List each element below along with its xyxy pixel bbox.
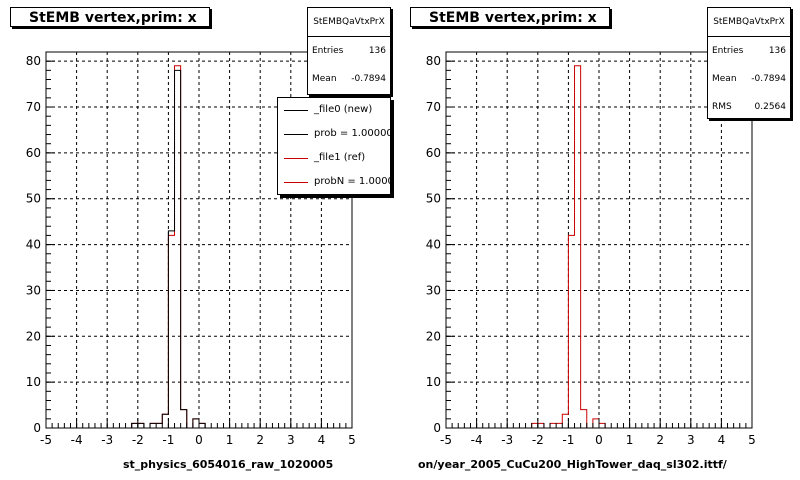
x-tick-label: 5 [748,433,756,447]
legend-label-file1: _file1 (ref) [314,152,366,163]
y-tick-label: 30 [426,283,441,297]
legend-entry-file1: _file1 (ref) [278,146,390,170]
left-stats-entries-value: 136 [368,46,386,56]
left-stats-box: StEMBQaVtxPrX Entries 136 Mean -0.7894 [307,7,391,95]
x-tick-label: 1 [226,433,234,447]
y-tick-label: 60 [26,146,41,160]
right-plot-title: StEMB vertex,prim: x [410,7,610,27]
y-tick-label: 20 [26,329,41,343]
legend-entry-file0: _file0 (new) [278,98,390,122]
left-plot-title: StEMB vertex,prim: x [10,7,210,27]
left-stats-mean: Mean -0.7894 [308,65,390,93]
right-stats-name: StEMBQaVtxPrX [708,8,790,37]
x-tick-label: -1 [562,433,574,447]
left-legend: _file0 (new) prob = 1.000000 _file1 (ref… [277,97,391,195]
left-x-axis-label: st_physics_6054016_raw_1020005 [123,458,334,471]
y-tick-label: 40 [426,238,441,252]
x-tick-label: -4 [471,433,483,447]
y-tick-label: 40 [26,238,41,252]
right-stats-mean-value: -0.7894 [751,74,786,84]
legend-swatch-file1 [284,158,308,159]
x-tick-label: 3 [687,433,695,447]
right-stats-rms-value: 0.2564 [754,102,787,112]
y-tick-label: 60 [426,146,441,160]
y-tick-label: 70 [426,100,441,114]
left-stats-name: StEMBQaVtxPrX [308,8,390,37]
x-tick-label: -2 [532,433,544,447]
x-tick-label: -2 [132,433,144,447]
right-x-axis-label: on/year_2005_CuCu200_HighTower_daq_sl302… [418,458,727,471]
y-tick-label: 0 [433,421,441,435]
legend-entry-probn: probN = 1.000000 [278,170,390,194]
left-stats-entries: Entries 136 [308,37,390,65]
legend-swatch-file0 [284,110,308,111]
x-tick-label: 2 [256,433,264,447]
legend-label-prob: prob = 1.000000 [314,128,391,139]
left-stats-mean-value: -0.7894 [351,74,386,84]
x-tick-label: -3 [501,433,513,447]
y-tick-label: 70 [26,100,41,114]
x-tick-label: 2 [656,433,664,447]
legend-swatch-prob [284,134,308,135]
right-stats-entries-label: Entries [712,46,744,56]
x-tick-label: 3 [287,433,295,447]
x-tick-label: 4 [318,433,326,447]
legend-label-probn: probN = 1.000000 [314,176,390,187]
legend-swatch-probn [284,182,308,183]
x-tick-label: -1 [162,433,174,447]
y-tick-label: 50 [426,192,441,206]
right-stats-entries: Entries 136 [708,37,790,65]
right-stats-rms: RMS 0.2564 [708,93,790,121]
right-stats-box: StEMBQaVtxPrX Entries 136 Mean -0.7894 R… [707,7,791,119]
x-tick-label: -5 [440,433,452,447]
y-tick-label: 80 [26,54,41,68]
x-tick-label: 0 [195,433,203,447]
y-tick-label: 0 [33,421,41,435]
right-stats-mean: Mean -0.7894 [708,65,790,93]
y-tick-label: 20 [426,329,441,343]
y-tick-label: 10 [26,375,41,389]
right-stats-mean-label: Mean [712,74,737,84]
x-tick-label: 1 [626,433,634,447]
legend-label-file0: _file0 (new) [314,104,373,115]
x-tick-label: -5 [40,433,52,447]
y-tick-label: 50 [26,192,41,206]
y-tick-label: 80 [426,54,441,68]
x-tick-label: -3 [101,433,113,447]
left-stats-mean-label: Mean [312,74,337,84]
x-tick-label: 5 [348,433,356,447]
left-stats-entries-label: Entries [312,46,344,56]
x-tick-label: -4 [71,433,83,447]
right-stats-rms-label: RMS [712,102,732,112]
x-tick-label: 0 [595,433,603,447]
y-tick-label: 30 [26,283,41,297]
y-tick-label: 10 [426,375,441,389]
right-stats-entries-value: 136 [768,46,786,56]
legend-entry-prob: prob = 1.000000 [278,122,390,146]
x-tick-label: 4 [718,433,726,447]
